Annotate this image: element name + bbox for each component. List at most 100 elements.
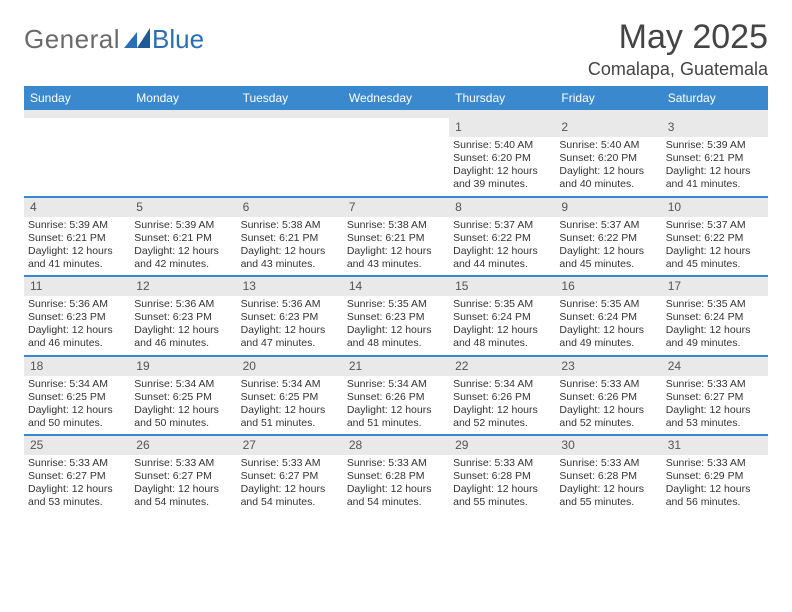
day-number: 15 (449, 277, 555, 296)
sunrise-line: Sunrise: 5:35 AM (347, 298, 445, 311)
daylight-line: Daylight: 12 hours and 54 minutes. (134, 483, 232, 509)
day-number: 4 (24, 198, 130, 217)
day-cell: 1Sunrise: 5:40 AMSunset: 6:20 PMDaylight… (449, 118, 555, 196)
day-number: 18 (24, 357, 130, 376)
sunset-line: Sunset: 6:23 PM (347, 311, 445, 324)
day-cell: 24Sunrise: 5:33 AMSunset: 6:27 PMDayligh… (662, 357, 768, 435)
day-number: 2 (555, 118, 661, 137)
dow-thursday: Thursday (449, 86, 555, 110)
day-number: 29 (449, 436, 555, 455)
logo-text-general: General (24, 24, 120, 55)
dow-friday: Friday (555, 86, 661, 110)
sunset-line: Sunset: 6:21 PM (347, 232, 445, 245)
daylight-line: Daylight: 12 hours and 48 minutes. (347, 324, 445, 350)
blank-strip (24, 110, 768, 118)
daylight-line: Daylight: 12 hours and 55 minutes. (559, 483, 657, 509)
sunrise-line: Sunrise: 5:36 AM (241, 298, 339, 311)
sunrise-line: Sunrise: 5:34 AM (241, 378, 339, 391)
sunrise-line: Sunrise: 5:33 AM (666, 378, 764, 391)
sunset-line: Sunset: 6:21 PM (241, 232, 339, 245)
dow-sunday: Sunday (24, 86, 130, 110)
day-cell: 29 Sunrise: 5:33 AMSunset: 6:28 PMDayligh… (449, 436, 555, 514)
day-cell: 14Sunrise: 5:35 AMSunset: 6:23 PMDayligh… (343, 277, 449, 355)
day-cell: 20Sunrise: 5:34 AMSunset: 6:25 PMDayligh… (237, 357, 343, 435)
day-number: 9 (555, 198, 661, 217)
sunset-line: Sunset: 6:28 PM (453, 470, 551, 483)
dow-tuesday: Tuesday (237, 86, 343, 110)
sunrise-line: Sunrise: 5:38 AM (241, 219, 339, 232)
logo: General Blue (24, 24, 204, 55)
daylight-line: Daylight: 12 hours and 43 minutes. (241, 245, 339, 271)
sunrise-line: Sunrise: 5:35 AM (453, 298, 551, 311)
sunset-line: Sunset: 6:27 PM (28, 470, 126, 483)
daylight-line: Daylight: 12 hours and 52 minutes. (453, 404, 551, 430)
daylight-line: Daylight: 12 hours and 41 minutes. (28, 245, 126, 271)
week-row: 25Sunrise: 5:33 AMSunset: 6:27 PMDayligh… (24, 436, 768, 514)
sunrise-line: Sunrise: 5:33 AM (666, 457, 764, 470)
daylight-line: Daylight: 12 hours and 46 minutes. (28, 324, 126, 350)
daylight-line: Daylight: 12 hours and 44 minutes. (453, 245, 551, 271)
day-cell (24, 118, 130, 196)
daylight-line: Daylight: 12 hours and 53 minutes. (28, 483, 126, 509)
sunrise-line: Sunrise: 5:33 AM (559, 457, 657, 470)
sunrise-line: Sunrise: 5:40 AM (559, 139, 657, 152)
day-cell: 4Sunrise: 5:39 AMSunset: 6:21 PMDaylight… (24, 198, 130, 276)
month-title: May 2025 (588, 18, 768, 57)
sunrise-line: Sunrise: 5:40 AM (453, 139, 551, 152)
day-cell: 6Sunrise: 5:38 AMSunset: 6:21 PMDaylight… (237, 198, 343, 276)
week-row: 4Sunrise: 5:39 AMSunset: 6:21 PMDaylight… (24, 198, 768, 276)
day-number: 13 (237, 277, 343, 296)
day-number: 30 (555, 436, 661, 455)
sunset-line: Sunset: 6:26 PM (347, 391, 445, 404)
sunset-line: Sunset: 6:22 PM (666, 232, 764, 245)
dow-wednesday: Wednesday (343, 86, 449, 110)
location: Comalapa, Guatemala (588, 59, 768, 80)
daylight-line: Daylight: 12 hours and 42 minutes. (134, 245, 232, 271)
sunset-line: Sunset: 6:22 PM (453, 232, 551, 245)
day-number: 20 (237, 357, 343, 376)
sunrise-line: Sunrise: 5:33 AM (453, 457, 551, 470)
sunrise-line: Sunrise: 5:37 AM (559, 219, 657, 232)
day-cell: 11Sunrise: 5:36 AMSunset: 6:23 PMDayligh… (24, 277, 130, 355)
sunrise-line: Sunrise: 5:39 AM (28, 219, 126, 232)
day-number: 31 (662, 436, 768, 455)
week-row: 18Sunrise: 5:34 AMSunset: 6:25 PMDayligh… (24, 357, 768, 435)
daylight-line: Daylight: 12 hours and 55 minutes. (453, 483, 551, 509)
sunrise-line: Sunrise: 5:37 AM (666, 219, 764, 232)
sunset-line: Sunset: 6:23 PM (134, 311, 232, 324)
day-number: 16 (555, 277, 661, 296)
sunrise-line: Sunrise: 5:37 AM (453, 219, 551, 232)
day-cell: 9Sunrise: 5:37 AMSunset: 6:22 PMDaylight… (555, 198, 661, 276)
sunrise-line: Sunrise: 5:33 AM (134, 457, 232, 470)
page: General Blue May 2025 Comalapa, Guatemal… (0, 0, 792, 514)
sunset-line: Sunset: 6:27 PM (241, 470, 339, 483)
day-number: 8 (449, 198, 555, 217)
day-cell: 17Sunrise: 5:35 AMSunset: 6:24 PMDayligh… (662, 277, 768, 355)
sunset-line: Sunset: 6:28 PM (559, 470, 657, 483)
daylight-line: Daylight: 12 hours and 41 minutes. (666, 165, 764, 191)
sunset-line: Sunset: 6:20 PM (559, 152, 657, 165)
daylight-line: Daylight: 12 hours and 40 minutes. (559, 165, 657, 191)
daylight-line: Daylight: 12 hours and 56 minutes. (666, 483, 764, 509)
daylight-line: Daylight: 12 hours and 49 minutes. (559, 324, 657, 350)
dow-row: Sunday Monday Tuesday Wednesday Thursday… (24, 86, 768, 110)
week-row: 1Sunrise: 5:40 AMSunset: 6:20 PMDaylight… (24, 118, 768, 196)
sunrise-line: Sunrise: 5:34 AM (347, 378, 445, 391)
sunset-line: Sunset: 6:24 PM (666, 311, 764, 324)
day-number: 22 (449, 357, 555, 376)
sunrise-line: Sunrise: 5:35 AM (666, 298, 764, 311)
day-cell: 25Sunrise: 5:33 AMSunset: 6:27 PMDayligh… (24, 436, 130, 514)
day-cell (130, 118, 236, 196)
day-number: 28 (343, 436, 449, 455)
sunset-line: Sunset: 6:20 PM (453, 152, 551, 165)
daylight-line: Daylight: 12 hours and 50 minutes. (134, 404, 232, 430)
day-cell: 5Sunrise: 5:39 AMSunset: 6:21 PMDaylight… (130, 198, 236, 276)
day-number: 24 (662, 357, 768, 376)
daylight-line: Daylight: 12 hours and 43 minutes. (347, 245, 445, 271)
sunrise-line: Sunrise: 5:38 AM (347, 219, 445, 232)
sunset-line: Sunset: 6:24 PM (559, 311, 657, 324)
title-block: May 2025 Comalapa, Guatemala (588, 18, 768, 80)
day-cell: 12Sunrise: 5:36 AMSunset: 6:23 PMDayligh… (130, 277, 236, 355)
day-number: 26 (130, 436, 236, 455)
dow-monday: Monday (130, 86, 236, 110)
